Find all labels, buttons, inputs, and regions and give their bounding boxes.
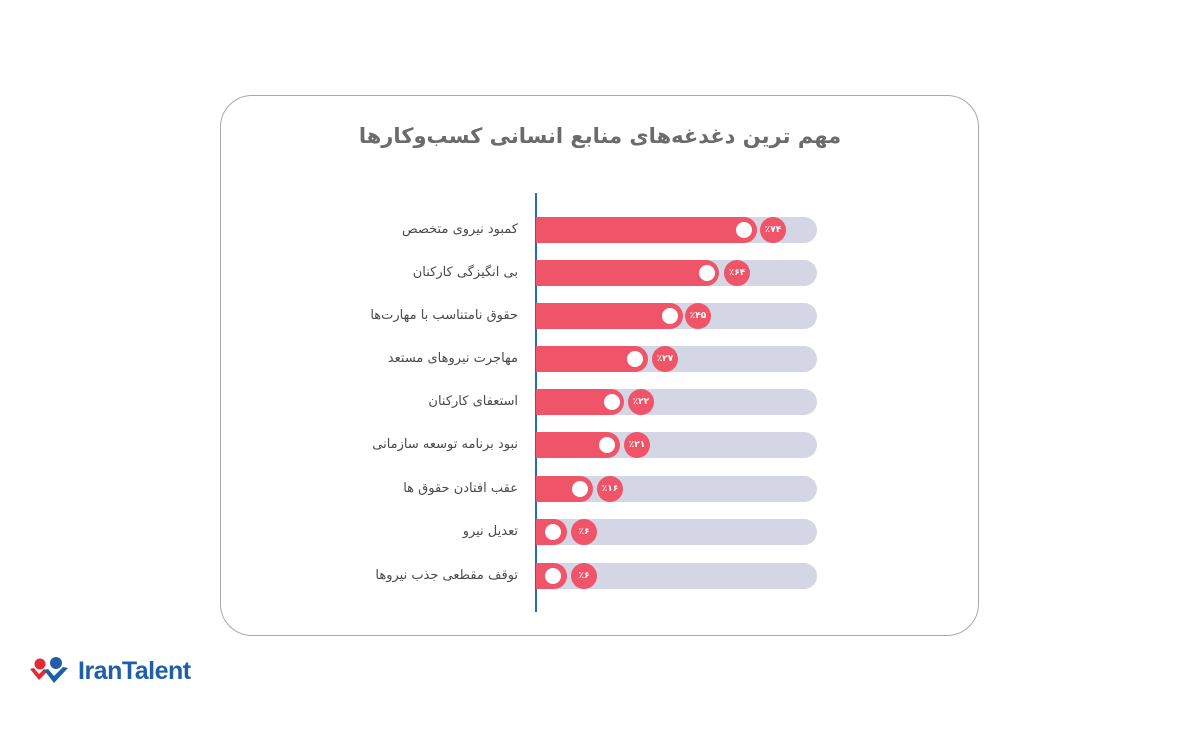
chart-title: مهم ترین دغدغه‌های منابع انسانی کسب‌وکار… [358,124,842,148]
bar-row: بی انگیزگی کارکنان ٪۶۴ [0,260,1200,286]
bar-end-dot [599,437,615,453]
bar-label: بی انگیزگی کارکنان [412,265,518,280]
brand-name: IranTalent [78,656,191,685]
bar-label: حقوق نامتناسب با مهارت‌ها [370,308,518,323]
bar-end-dot [545,524,561,540]
bar-label: تعدیل نیرو [462,524,518,539]
bar-row: حقوق نامتناسب با مهارت‌ها ٪۴۵ [0,303,1200,329]
bar-label: نبود برنامه توسعه سازمانی [372,437,518,452]
bar-label: کمبود نیروی متخصص [401,222,518,237]
bar-row: کمبود نیروی متخصص ٪۷۴ [0,217,1200,243]
bar-fill [536,260,719,286]
bar-fill [536,217,757,243]
bar-label: استعفای کارکنان [428,394,518,409]
value-badge: ٪۶۴ [724,260,750,286]
bar-end-dot [736,222,752,238]
bar-end-dot [699,265,715,281]
bar-row: توقف مقطعی جذب نیروها ٪۶ [0,563,1200,589]
value-badge: ٪۱۶ [597,476,623,502]
value-badge: ٪۲۲ [628,389,654,415]
value-badge: ٪۷۴ [760,217,786,243]
bar-end-dot [662,308,678,324]
bar-row: مهاجرت نیروهای مستعد ٪۲۷ [0,346,1200,372]
irantalent-logo: IranTalent [28,656,191,686]
bar-end-dot [545,568,561,584]
bar-end-dot [627,351,643,367]
value-badge: ٪۴۵ [685,303,711,329]
bar-fill [536,303,683,329]
bar-row: استعفای کارکنان ٪۲۲ [0,389,1200,415]
bar-end-dot [572,481,588,497]
bar-row: نبود برنامه توسعه سازمانی ٪۲۱ [0,432,1200,458]
bar-row: تعدیل نیرو ٪۶ [0,519,1200,545]
bar-label: عقب افتادن حقوق ها [403,481,518,496]
bar-end-dot [604,394,620,410]
bar-row: عقب افتادن حقوق ها ٪۱۶ [0,476,1200,502]
value-badge: ٪۲۷ [652,346,678,372]
value-badge: ٪۶ [571,563,597,589]
bar-label: توقف مقطعی جذب نیروها [375,568,518,583]
bar-label: مهاجرت نیروهای مستعد [387,351,518,366]
value-badge: ٪۲۱ [624,432,650,458]
value-badge: ٪۶ [571,519,597,545]
irantalent-logo-icon [30,657,68,683]
